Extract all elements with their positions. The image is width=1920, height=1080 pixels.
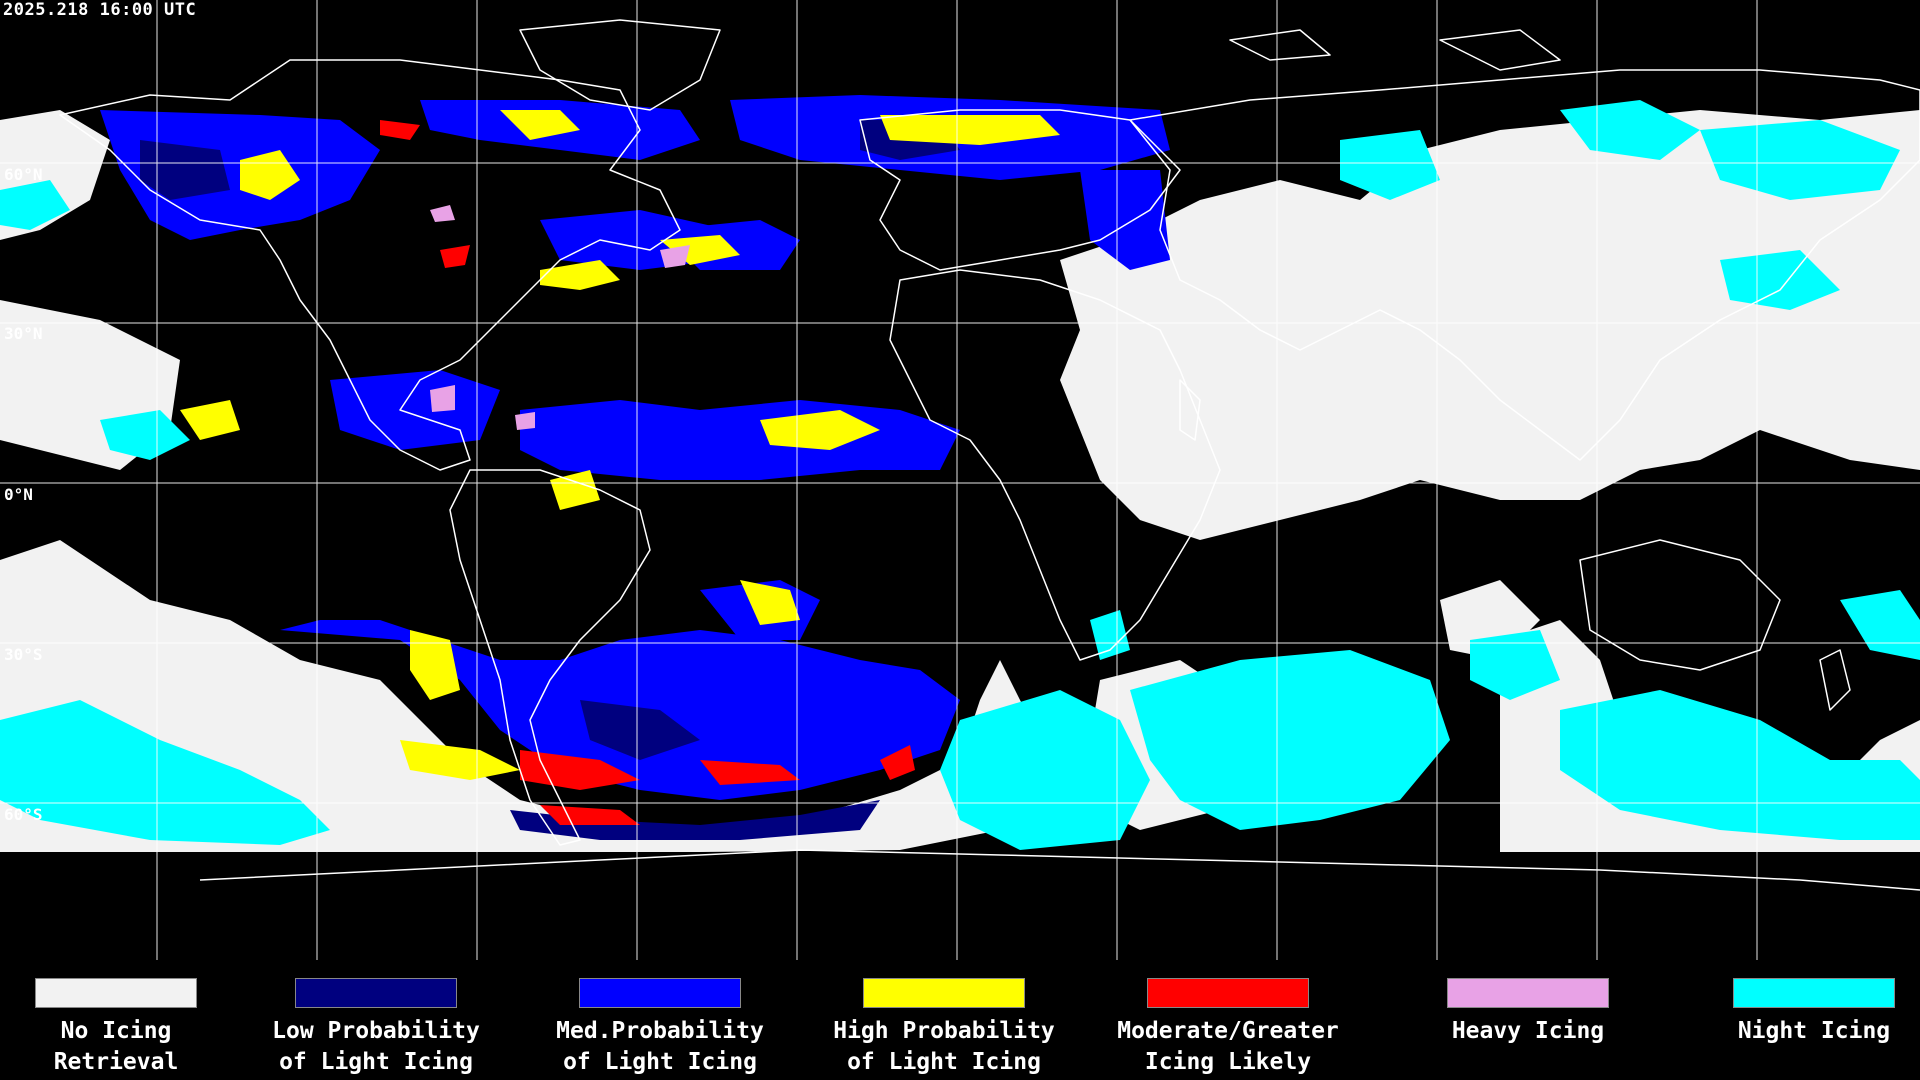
legend-label-heavy-icing: Heavy Icing — [1408, 1016, 1648, 1047]
legend-swatch-heavy-icing — [1447, 978, 1609, 1008]
legend-label-moderate-greater: Moderate/Greater Icing Likely — [1108, 1016, 1348, 1078]
legend-swatch-low-probability — [295, 978, 457, 1008]
legend-label-line2: of Light Icing — [563, 1049, 757, 1075]
legend-label-line1: Low Probability — [272, 1018, 480, 1044]
legend-swatch-moderate-greater — [1147, 978, 1309, 1008]
legend-label-line1: Med.Probability — [556, 1018, 764, 1044]
lat-label-0n: 0°N — [4, 485, 33, 504]
legend-label-line1: Night Icing — [1737, 1018, 1891, 1044]
legend-label-line1: Heavy Icing — [1451, 1018, 1605, 1044]
legend-label-no-icing: No Icing Retrieval — [0, 1016, 236, 1078]
legend-label-night-icing: Night Icing — [1694, 1016, 1920, 1047]
legend-swatch-night-icing — [1733, 978, 1895, 1008]
lat-lon-grid — [0, 0, 1920, 960]
legend-item-no-icing: No Icing Retrieval — [0, 978, 236, 1078]
coastlines — [59, 19, 1920, 891]
timestamp: 2025.218 16:00 UTC — [3, 0, 197, 20]
legend-swatch-high-probability — [863, 978, 1025, 1008]
legend: No Icing Retrieval Low Probability of Li… — [0, 960, 1920, 1080]
legend-label-line1: High Probability — [833, 1018, 1055, 1044]
legend-label-low-probability: Low Probability of Light Icing — [256, 1016, 496, 1078]
legend-label-high-probability: High Probability of Light Icing — [824, 1016, 1064, 1078]
legend-label-line1: No Icing — [60, 1018, 172, 1044]
icing-map: 2025.218 16:00 UTC 60°N 30°N 0°N 30°S 60… — [0, 0, 1920, 960]
legend-swatch-med-probability — [579, 978, 741, 1008]
legend-item-med-probability: Med.Probability of Light Icing — [540, 978, 780, 1078]
legend-item-heavy-icing: Heavy Icing — [1408, 978, 1648, 1047]
legend-swatch-no-icing — [35, 978, 197, 1008]
icing-probability-swaths — [100, 95, 1170, 840]
legend-item-night-icing: Night Icing — [1694, 978, 1920, 1047]
legend-label-line2: of Light Icing — [279, 1049, 473, 1075]
legend-item-low-probability: Low Probability of Light Icing — [256, 978, 496, 1078]
legend-label-line2: Retrieval — [53, 1049, 179, 1075]
lat-label-30n: 30°N — [4, 324, 43, 343]
legend-label-line2: of Light Icing — [847, 1049, 1041, 1075]
legend-item-high-probability: High Probability of Light Icing — [824, 978, 1064, 1078]
legend-label-line1: Moderate/Greater — [1117, 1018, 1339, 1044]
legend-label-med-probability: Med.Probability of Light Icing — [540, 1016, 780, 1078]
lat-label-30s: 30°S — [4, 645, 43, 664]
legend-item-moderate-greater: Moderate/Greater Icing Likely — [1108, 978, 1348, 1078]
lat-label-60s: 60°S — [4, 805, 43, 824]
map-canvas — [0, 0, 1920, 960]
legend-label-line2: Icing Likely — [1144, 1049, 1312, 1075]
lat-label-60n: 60°N — [4, 165, 43, 184]
